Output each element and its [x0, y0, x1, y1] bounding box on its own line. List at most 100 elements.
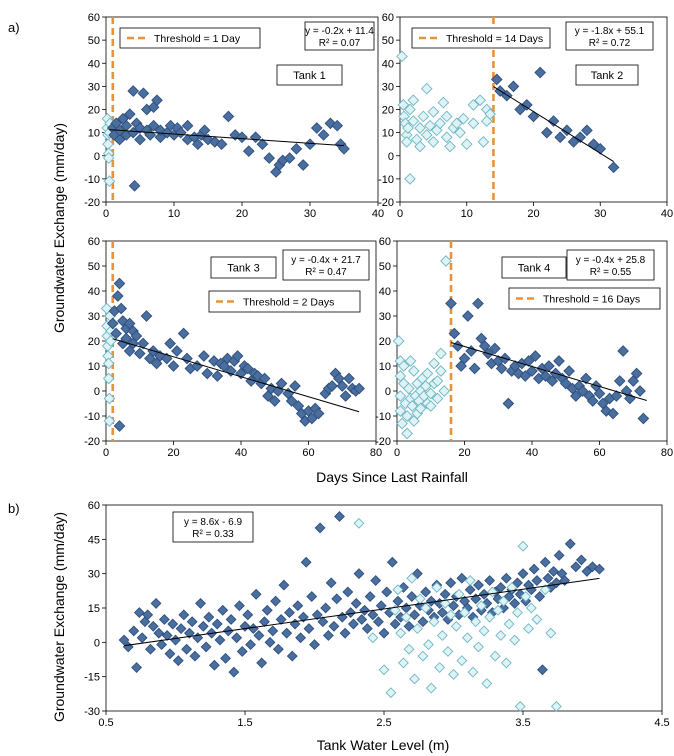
- pre-threshold-point: [436, 630, 448, 641]
- r-squared-label: R² = 0.47: [305, 267, 347, 278]
- post-threshold-point: [113, 277, 126, 290]
- post-threshold-point: [123, 108, 136, 120]
- pre-threshold-point: [438, 385, 451, 397]
- post-threshold-point: [284, 607, 295, 619]
- post-threshold-point: [106, 317, 119, 330]
- r-squared-label: R² = 0.07: [319, 38, 361, 49]
- post-threshold-point: [420, 586, 432, 598]
- post-threshold-point: [563, 365, 575, 377]
- post-threshold-point: [559, 377, 572, 390]
- pre-threshold-point: [417, 650, 429, 662]
- post-threshold-point: [370, 575, 382, 586]
- equation-box: [565, 21, 654, 51]
- y-tick-label: -10: [375, 411, 391, 423]
- post-threshold-point: [613, 375, 626, 387]
- pre-threshold-point: [460, 138, 473, 151]
- post-threshold-point: [160, 352, 173, 365]
- pre-threshold-point: [550, 700, 562, 712]
- equation-label: y = -1.8x + 55.1: [575, 26, 645, 37]
- post-threshold-point: [175, 623, 187, 635]
- pre-threshold-point: [434, 117, 446, 130]
- y-tick-label: 40: [379, 286, 391, 298]
- post-threshold-point: [189, 650, 201, 662]
- pre-threshold-point: [423, 639, 434, 651]
- post-threshold-point: [541, 126, 553, 139]
- x-tick-label: 0: [397, 208, 403, 220]
- post-threshold-point: [115, 302, 128, 315]
- pre-threshold-point: [431, 581, 443, 593]
- equation-label: y = -0.4x + 25.8: [576, 255, 646, 266]
- tank-title: Tank 1: [293, 70, 325, 82]
- post-threshold-point: [142, 609, 154, 621]
- post-threshold-point: [593, 387, 606, 400]
- post-threshold-point: [222, 110, 235, 123]
- post-threshold-point: [128, 179, 141, 192]
- y-tick-label: 0: [94, 386, 100, 398]
- trend-line: [109, 129, 345, 147]
- post-threshold-point: [211, 370, 224, 382]
- post-threshold-point: [127, 85, 140, 97]
- x-tick-label: 20: [167, 447, 179, 459]
- pre-threshold-point: [102, 357, 115, 370]
- pre-threshold-point: [440, 110, 453, 123]
- pre-threshold-point: [503, 618, 515, 630]
- pre-threshold-point: [523, 623, 534, 635]
- pre-threshold-point: [489, 650, 501, 662]
- post-threshold-point: [147, 119, 160, 132]
- post-threshold-point: [473, 579, 484, 591]
- post-threshold-point: [127, 337, 139, 350]
- equation-label: y = -0.2x + 11.4: [305, 26, 374, 37]
- post-threshold-point: [147, 620, 159, 632]
- pre-threshold-point: [474, 94, 486, 107]
- post-threshold-point: [331, 119, 344, 132]
- post-threshold-point: [581, 124, 593, 137]
- post-threshold-point: [228, 666, 240, 678]
- post-threshold-point: [191, 138, 204, 151]
- x-tick-label: 30: [304, 208, 316, 220]
- post-threshold-point: [317, 129, 330, 141]
- post-threshold-point: [634, 385, 646, 397]
- y-tick-label: 0: [94, 637, 100, 649]
- pre-threshold-point: [411, 623, 423, 635]
- post-threshold-point: [489, 342, 501, 355]
- y-tick-label: -20: [84, 436, 100, 448]
- pre-threshold-point: [454, 126, 466, 139]
- pre-threshold-point: [506, 581, 518, 593]
- x-tick-label: 0: [103, 208, 109, 220]
- pre-threshold-point: [492, 604, 504, 616]
- pre-threshold-point: [394, 390, 407, 402]
- pre-threshold-point: [417, 110, 430, 123]
- x-tick-label: 2.5: [376, 717, 391, 729]
- pre-threshold-point: [395, 627, 407, 639]
- post-threshold-point: [225, 614, 237, 625]
- post-threshold-point: [211, 618, 223, 630]
- y-tick-label: -20: [378, 197, 394, 209]
- pre-threshold-point: [402, 382, 415, 395]
- post-threshold-point: [208, 659, 220, 671]
- y-tick-label: -15: [84, 672, 100, 684]
- y-tick-label: 30: [382, 81, 394, 93]
- pre-threshold-point: [414, 122, 426, 134]
- pre-threshold-point: [394, 405, 407, 417]
- pre-threshold-point: [397, 360, 410, 372]
- pre-threshold-point: [420, 602, 432, 614]
- post-threshold-point: [472, 297, 484, 310]
- post-threshold-point: [158, 614, 170, 625]
- post-threshold-point: [118, 634, 130, 646]
- pre-threshold-point: [435, 365, 447, 377]
- pre-threshold-point: [450, 117, 463, 130]
- x-tick-label: 40: [372, 208, 384, 220]
- tank-title-box: [210, 256, 277, 279]
- y-tick-label: 30: [88, 81, 100, 93]
- post-threshold-point: [350, 597, 362, 609]
- x-tick-label: 80: [661, 447, 673, 459]
- y-tick-label: 50: [382, 35, 394, 47]
- pre-threshold-point: [517, 540, 529, 552]
- tank-4-chart: -20 -10 0 10 20 30 40 50 60 0 20 40 60 80 Threshold = …: [375, 236, 673, 459]
- post-threshold-point: [378, 627, 390, 639]
- pre-threshold-point: [467, 99, 480, 111]
- post-threshold-point: [507, 80, 520, 93]
- post-threshold-point: [531, 575, 543, 586]
- post-threshold-point: [502, 397, 515, 410]
- post-threshold-point: [509, 597, 521, 609]
